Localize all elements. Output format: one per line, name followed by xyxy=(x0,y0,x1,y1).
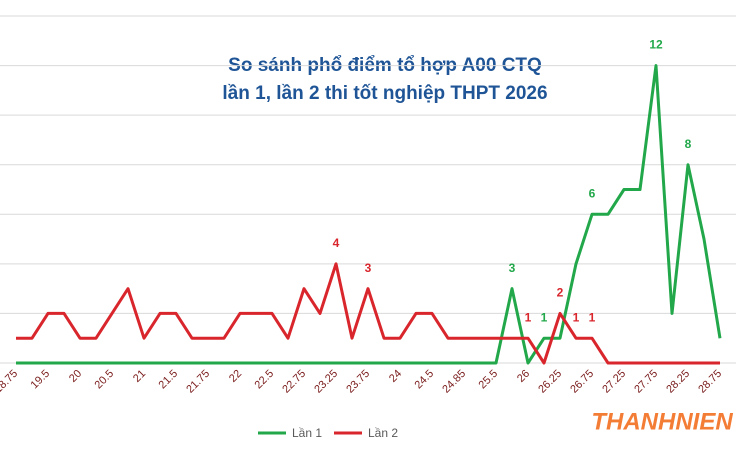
data-label: 1 xyxy=(541,310,548,324)
series-line xyxy=(16,64,722,365)
data-label: 12 xyxy=(649,38,663,52)
watermark: THANHNIEN xyxy=(591,408,733,435)
data-label: 1 xyxy=(589,310,596,324)
data-label: 4 xyxy=(333,236,340,250)
data-label: 6 xyxy=(589,186,596,200)
legend-label: Lần 1 xyxy=(292,426,322,440)
data-label: 3 xyxy=(509,261,516,275)
legend-label: Lần 2 xyxy=(368,426,398,440)
chart-title: lần 1, lần 2 thi tốt nghiệp THPT 2026 xyxy=(222,83,547,104)
data-label: 3 xyxy=(365,261,372,275)
data-label: 8 xyxy=(685,137,692,151)
data-label: 1 xyxy=(573,310,580,324)
series-line xyxy=(16,262,720,365)
data-label: 1 xyxy=(525,310,532,324)
data-label: 2 xyxy=(557,286,564,300)
